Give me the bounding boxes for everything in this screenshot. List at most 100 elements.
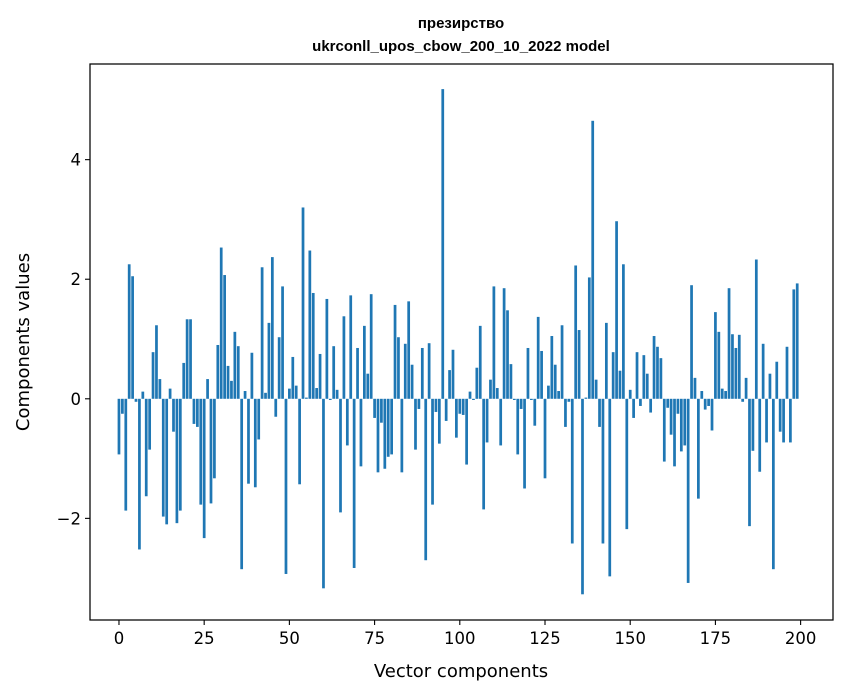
bar [686, 398, 690, 583]
bar [697, 398, 700, 499]
bar [581, 398, 584, 595]
bar [270, 257, 274, 399]
bar [795, 283, 799, 399]
bar [403, 343, 407, 399]
bar [737, 334, 741, 399]
bar [461, 398, 465, 415]
bar [434, 398, 438, 412]
bar [257, 398, 261, 440]
bar [618, 370, 622, 399]
bar [765, 398, 768, 443]
bar [253, 398, 257, 488]
bar [250, 352, 254, 399]
bar [690, 285, 693, 399]
bar [444, 398, 448, 421]
y-tick-label: 2 [71, 270, 82, 289]
bar [625, 398, 629, 530]
bar [182, 362, 186, 399]
bar [414, 398, 417, 450]
bar [448, 370, 451, 399]
bar [178, 398, 182, 511]
bar [437, 398, 441, 444]
bar [189, 319, 192, 399]
bar [499, 398, 503, 446]
x-tick-label: 175 [700, 629, 732, 648]
bar [666, 398, 670, 408]
bar [761, 343, 765, 399]
bar [373, 398, 376, 418]
bar [731, 334, 734, 399]
bar [328, 398, 332, 400]
bar [383, 398, 387, 469]
bar [192, 398, 196, 424]
bar [158, 379, 162, 399]
bar [431, 398, 434, 505]
bar [332, 346, 336, 399]
bar [649, 398, 653, 413]
bar [151, 352, 155, 399]
bar [570, 398, 574, 544]
bar [502, 288, 506, 399]
y-tick-label: 4 [71, 151, 82, 170]
bar [748, 398, 751, 527]
bar [482, 398, 486, 510]
bar [720, 388, 724, 399]
y-axis-ticks: −2 0 2 4 [57, 151, 90, 528]
bar [417, 398, 421, 409]
bar [206, 379, 209, 399]
bar [247, 398, 250, 484]
bar [441, 89, 445, 399]
bar [519, 398, 523, 409]
bar [683, 398, 687, 446]
bar [451, 349, 455, 399]
bar [465, 398, 468, 465]
bar [294, 385, 298, 399]
bar [632, 398, 635, 418]
bar [369, 294, 373, 399]
bar [393, 304, 397, 399]
bar [345, 398, 349, 446]
bar [223, 275, 226, 399]
bar [172, 398, 175, 432]
bar [536, 316, 540, 399]
bar [291, 356, 295, 399]
bar [363, 325, 366, 399]
bar [131, 276, 134, 399]
bar [121, 398, 124, 414]
bar [652, 336, 656, 399]
bar [420, 347, 424, 399]
bar [710, 398, 714, 431]
bar [281, 286, 284, 399]
bar [512, 398, 516, 400]
bar [622, 264, 625, 399]
bar [656, 346, 659, 399]
bar [410, 364, 414, 399]
bar [506, 310, 509, 399]
bar [311, 292, 315, 399]
bar [676, 398, 680, 414]
bar [260, 267, 264, 399]
bar [778, 398, 782, 432]
bar [604, 322, 608, 399]
bar [339, 398, 342, 513]
bar [785, 346, 789, 399]
bar [277, 337, 281, 399]
bar [553, 364, 557, 399]
bar [472, 398, 475, 400]
bar [284, 398, 288, 574]
y-axis-label: Components values [13, 253, 34, 431]
bar [628, 389, 632, 399]
bar [601, 398, 605, 544]
bar [267, 322, 271, 399]
bar [236, 346, 240, 399]
bar [635, 352, 639, 399]
bar [673, 398, 676, 467]
bar [243, 391, 247, 399]
x-axis-label: Vector components [374, 661, 548, 682]
bar [366, 373, 370, 399]
bar [734, 347, 738, 399]
bar [550, 336, 554, 399]
bar [724, 391, 728, 399]
bar [492, 286, 496, 399]
bar [216, 344, 220, 399]
